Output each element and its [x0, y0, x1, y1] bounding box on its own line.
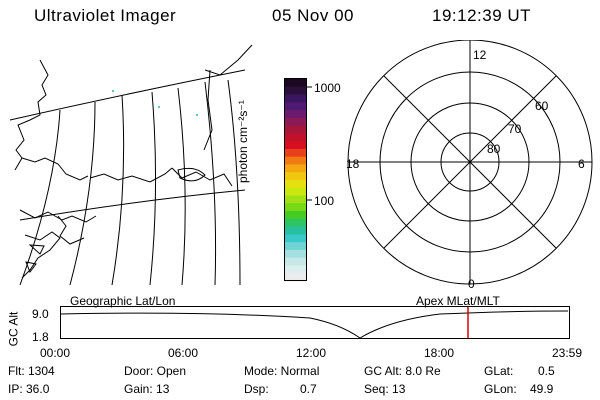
color-bar-band [285, 94, 306, 103]
polar-lat-80: 80 [487, 142, 501, 156]
seq-readout: Seq: 13 [364, 382, 406, 396]
color-bar-band [285, 187, 306, 197]
mode-readout: Mode: Normal [244, 364, 320, 378]
meridian-line [111, 94, 125, 286]
door-readout: Door: Open [124, 364, 187, 378]
polar-mlt-0: 0 [468, 277, 475, 290]
glon-value: 49.9 [530, 382, 554, 396]
meridian-line [204, 81, 217, 286]
geographic-map [9, 44, 253, 286]
color-bar-band [285, 203, 306, 212]
color-bar-band [285, 133, 306, 142]
polar-mlt-12: 12 [473, 48, 487, 62]
glat-value: 0.5 [538, 364, 555, 378]
color-bar-band [285, 257, 306, 266]
x-tick-0000: 00:00 [40, 346, 71, 360]
coastline [177, 167, 206, 182]
y-axis-top-label: 9.0 [32, 307, 49, 321]
color-bar-band [285, 79, 306, 88]
x-tick-1200: 12:00 [296, 346, 327, 360]
coastline [21, 231, 61, 279]
color-bar-band [285, 211, 306, 220]
polar-lat-60: 60 [535, 99, 549, 113]
color-bar-band [285, 249, 306, 259]
color-bar-band [285, 226, 306, 235]
dsp-value: 0.7 [300, 382, 317, 396]
color-bar-band [285, 102, 306, 111]
colorbar-unit-label: photon cm⁻²s⁻¹ [236, 100, 250, 183]
color-bar-band [285, 141, 306, 150]
x-tick-2359: 23:59 [552, 346, 583, 360]
colorbar-unit-text: photon cm⁻²s⁻¹ [236, 100, 250, 183]
meridian-line [19, 109, 61, 286]
meridian-line [177, 87, 186, 286]
latitude-line [9, 69, 246, 121]
color-bar-band [285, 180, 306, 189]
glat-readout: GLat: [484, 364, 514, 378]
color-bar-band [285, 265, 306, 274]
coastline [57, 215, 85, 245]
color-bar-band [285, 125, 306, 134]
coastline [14, 59, 49, 171]
coastline [203, 69, 213, 151]
meridian-line [69, 101, 96, 286]
flight-readout: Flt: 1304 [8, 364, 55, 378]
colorbar-tick-1000: 1000 [314, 81, 341, 95]
dsp-readout: Dsp: [244, 382, 269, 396]
meridian-line [227, 79, 241, 286]
color-bar-band [285, 164, 306, 173]
time-label: 19:12:39 UT [432, 6, 532, 25]
color-bar-band [285, 110, 306, 119]
coastline [25, 261, 37, 274]
color-bar-band [285, 148, 306, 158]
polar-grid: 80 70 60 12 18 6 0 [346, 40, 593, 290]
geographic-label: Geographic Lat/Lon [70, 294, 176, 308]
polar-mlt-18: 18 [346, 157, 360, 171]
gain-readout: Gain: 13 [124, 382, 170, 396]
color-bar-band [285, 156, 306, 165]
coastline [204, 44, 253, 76]
color-bar-band [285, 273, 306, 282]
apex-label: Apex MLat/MLT [416, 294, 500, 308]
date-label: 05 Nov 00 [272, 6, 354, 25]
ip-readout: IP: 36.0 [8, 382, 50, 396]
x-tick-0600: 06:00 [168, 346, 199, 360]
color-bar-band [285, 195, 306, 204]
color-bar-band [285, 117, 306, 127]
instrument-title: Ultraviolet Imager [34, 6, 177, 25]
polar-lat-70: 70 [508, 122, 522, 136]
color-bar-band [285, 234, 306, 243]
coastline [171, 167, 233, 187]
color-bar-band [285, 242, 306, 251]
coastline [19, 209, 97, 223]
color-bar-band [285, 172, 306, 181]
x-tick-1800: 18:00 [424, 346, 455, 360]
polar-mlt-6: 6 [578, 157, 585, 171]
colorbar-tick-100: 100 [314, 194, 335, 208]
color-bar [284, 78, 312, 282]
latitude-line [19, 189, 246, 221]
color-bar-band [285, 86, 306, 96]
altitude-timeline [60, 306, 570, 339]
gc-alt-axis-label: GC Alt [6, 311, 21, 347]
meridian-line [149, 91, 157, 286]
gc-alt-readout: GC Alt: 8.0 Re [364, 364, 441, 378]
color-bar-band [285, 218, 306, 228]
coastline [28, 244, 45, 255]
coastline [21, 157, 89, 181]
y-axis-bottom-label: 1.8 [32, 330, 49, 344]
coastline [89, 167, 173, 183]
glon-readout: GLon: [484, 382, 517, 396]
